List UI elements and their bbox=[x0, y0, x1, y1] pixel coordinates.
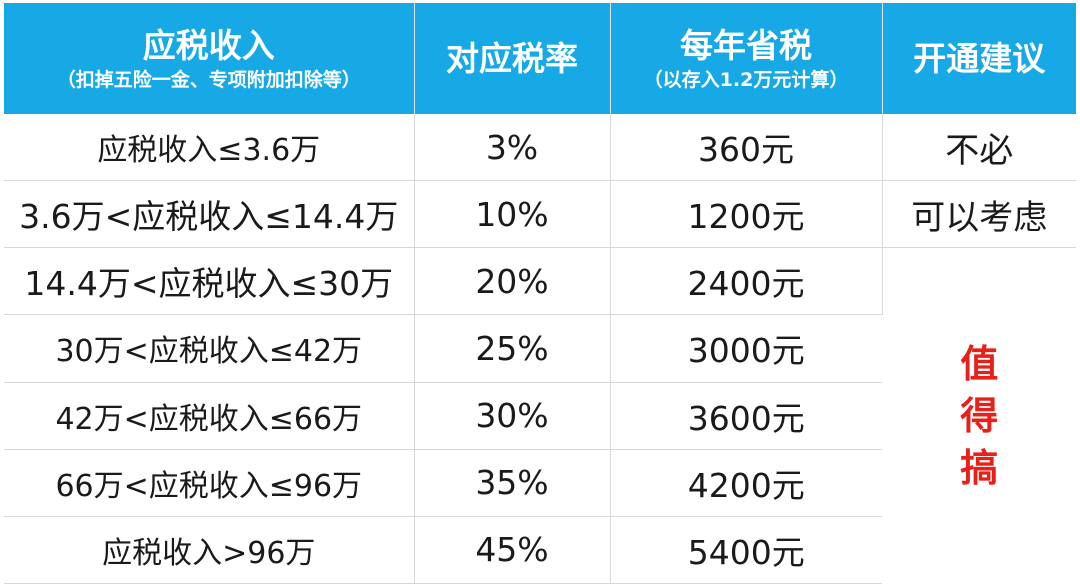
tax-rate-cell: 25% bbox=[414, 314, 611, 383]
tax-table-container: 应税收入 （扣掉五险一金、专项附加扣除等） 对应税率 每年省税 （以存入1.2万… bbox=[4, 3, 1076, 585]
header-annual-saving-note: （以存入1.2万元计算） bbox=[643, 68, 849, 91]
tax-rate-cell: 3% bbox=[414, 114, 611, 182]
header-advice: 开通建议 bbox=[882, 3, 1076, 114]
table-row: 14.4万<应税收入≤30万 20% 2400元 值得搞 bbox=[4, 247, 1076, 490]
tax-rate-cell: 45% bbox=[414, 516, 611, 585]
tax-rate-cell: 20% bbox=[414, 247, 611, 316]
income-range-cell: 14.4万<应税收入≤30万 bbox=[4, 247, 415, 316]
tax-rate-cell: 30% bbox=[414, 382, 611, 450]
header-tax-rate: 对应税率 bbox=[414, 3, 611, 114]
header-advice-title: 开通建议 bbox=[913, 38, 1046, 78]
income-range-cell: 30万<应税收入≤42万 bbox=[4, 314, 415, 383]
annual-saving-cell: 1200元 bbox=[610, 180, 883, 249]
table-header-row: 应税收入 （扣掉五险一金、专项附加扣除等） 对应税率 每年省税 （以存入1.2万… bbox=[4, 3, 1076, 114]
advice-worth-it: 值得搞 bbox=[882, 248, 1076, 584]
header-taxable-income: 应税收入 （扣掉五险一金、专项附加扣除等） bbox=[4, 3, 415, 114]
annual-saving-cell: 4200元 bbox=[610, 449, 882, 517]
tax-saving-table: 应税收入 （扣掉五险一金、专项附加扣除等） 对应税率 每年省税 （以存入1.2万… bbox=[4, 3, 1076, 585]
header-taxable-income-note: （扣掉五险一金、专项附加扣除等） bbox=[56, 68, 361, 91]
tax-rate-cell: 35% bbox=[414, 449, 611, 517]
annual-saving-cell: 360元 bbox=[610, 114, 883, 182]
income-range-cell: 42万<应税收入≤66万 bbox=[4, 382, 415, 450]
annual-saving-cell: 3600元 bbox=[610, 382, 882, 450]
header-annual-saving: 每年省税 （以存入1.2万元计算） bbox=[610, 3, 883, 114]
annual-saving-cell: 3000元 bbox=[610, 314, 882, 383]
income-range-cell: 3.6万<应税收入≤14.4万 bbox=[4, 180, 415, 249]
advice-worth-it-label: 值得搞 bbox=[960, 341, 999, 490]
table-row: 3.6万<应税收入≤14.4万 10% 1200元 可以考虑 bbox=[4, 180, 1076, 249]
table-row: 42万<应税收入≤66万 30% 3600元 bbox=[4, 382, 1076, 450]
advice-consider: 可以考虑 bbox=[882, 180, 1076, 249]
header-tax-rate-title: 对应税率 bbox=[446, 38, 578, 78]
advice-not-needed: 不必 bbox=[882, 114, 1076, 182]
table-row: 应税收入≤3.6万 3% 360元 不必 bbox=[4, 114, 1076, 182]
table-row: 30万<应税收入≤42万 25% 3000元 bbox=[4, 314, 1076, 383]
annual-saving-cell: 2400元 bbox=[610, 247, 883, 316]
tax-rate-cell: 10% bbox=[414, 180, 611, 249]
table-row: 66万<应税收入≤96万 35% 4200元 bbox=[4, 449, 1076, 517]
annual-saving-cell: 5400元 bbox=[610, 516, 882, 585]
income-range-cell: 应税收入>96万 bbox=[4, 516, 415, 585]
table-row: 应税收入>96万 45% 5400元 bbox=[4, 516, 1076, 585]
header-annual-saving-title: 每年省税 bbox=[680, 25, 812, 65]
income-range-cell: 66万<应税收入≤96万 bbox=[4, 449, 415, 517]
income-range-cell: 应税收入≤3.6万 bbox=[4, 114, 415, 182]
header-taxable-income-title: 应税收入 bbox=[142, 25, 275, 65]
